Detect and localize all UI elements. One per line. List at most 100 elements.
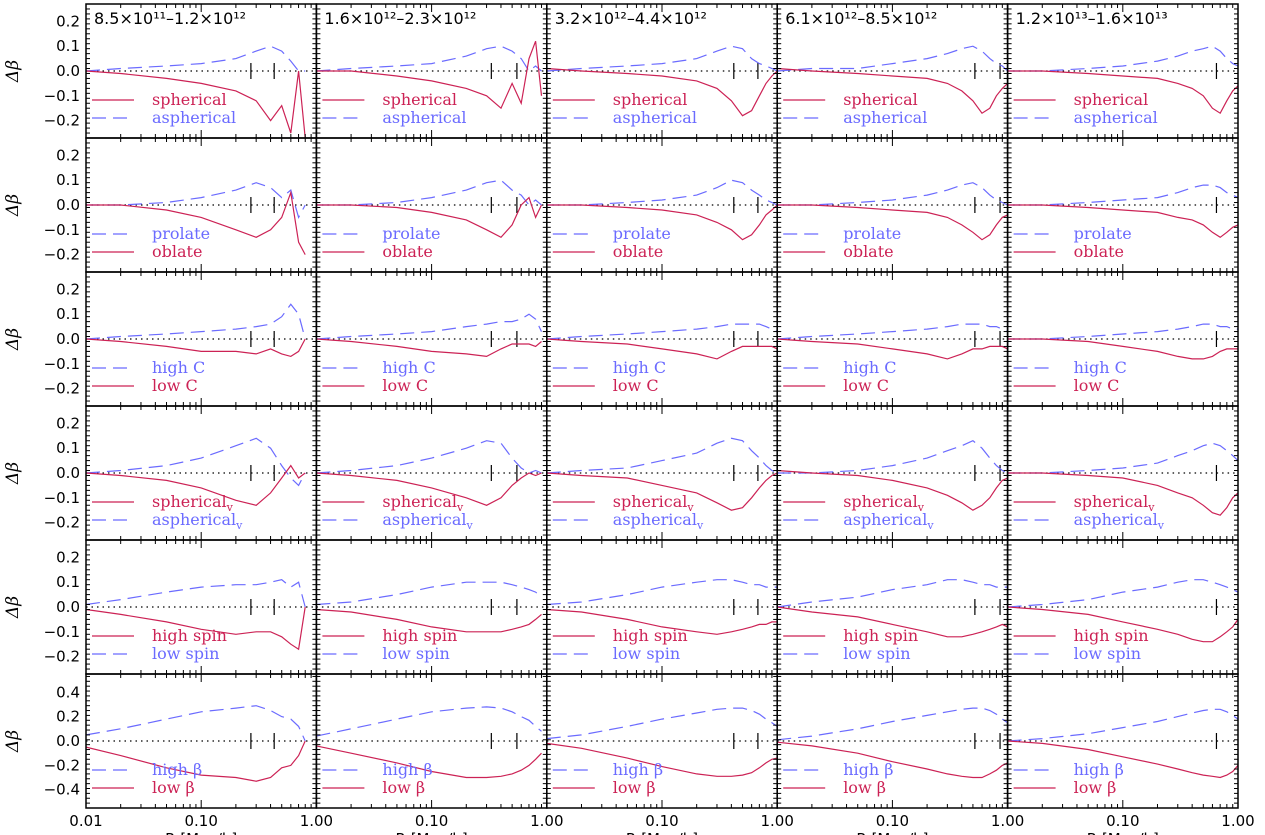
series-dashed-line [546,579,778,606]
legend-label: high spin [382,626,457,645]
series-dashed-line [86,45,306,72]
legend-label: spherical [152,90,227,109]
y-tick-label: −0.1 [44,87,80,105]
legend-label-text: spherical [1074,90,1149,109]
series-dashed-line [546,437,778,474]
series-solid-line [316,472,542,506]
legend-label-text: oblate [843,242,893,261]
series-dashed-line [1007,442,1238,474]
series-solid-line [1007,740,1238,779]
x-axis-label: R [Mpc/h] [396,830,468,835]
series-dashed-line [316,440,542,474]
panel-title: 8.5×10¹¹–1.2×10¹² [94,9,246,28]
series-dashed-line [1007,708,1238,742]
legend-label: prolate [613,224,671,243]
legend-label-text: low C [843,376,889,395]
legend-label-text: high β [152,760,202,779]
legend-label: low C [843,376,889,395]
series-dashed-line [546,707,778,740]
legend-label-text: high C [843,358,896,377]
y-axis-label: Δβ [3,462,23,485]
legend-label-text: low β [382,778,425,797]
legend-label-text: prolate [382,224,440,243]
x-axis-label: R [Mpc/h] [1087,830,1159,835]
legend-label-subscript: v [917,501,925,514]
legend-label-text: high spin [843,626,918,645]
x-tick-label: 1.00 [530,812,563,830]
series-dashed-line [777,579,1008,608]
legend-label: aspherical [382,108,466,127]
legend-label-text: oblate [152,242,202,261]
series-solid-line [777,741,1008,779]
y-tick-label: 0.4 [56,683,80,701]
series-solid-line [316,608,542,633]
legend-label: low C [382,376,428,395]
legend-label: prolate [843,224,901,243]
legend-label-text: low spin [382,644,449,663]
legend-label: spherical [613,90,688,109]
legend-label: aspherical [152,108,236,127]
legend-label: low spin [843,644,910,663]
series-solid-line [1007,472,1238,516]
y-tick-label: −0.2 [44,380,80,398]
y-axis-label: Δβ [3,730,23,753]
legend-label-text: low spin [843,644,910,663]
y-tick-label: 0.0 [56,330,80,348]
panel-title: 1.6×10¹²–2.3×10¹² [324,9,476,28]
x-tick-label: 1.00 [991,812,1024,830]
series-solid-line [546,608,778,635]
legend-label-text: spherical [382,90,457,109]
legend-label-subscript: v [1147,501,1155,514]
legend-label: low spin [152,644,219,663]
legend-label-text: aspherical [1074,510,1158,529]
series-dashed-line [86,705,306,742]
series-solid-line [86,338,306,358]
series-solid-line [316,196,543,239]
y-axis-label: Δβ [3,60,23,83]
legend-label: asphericalv [1074,510,1165,532]
legend-label: low β [382,778,425,797]
legend-label: low C [1074,376,1120,395]
series-solid-line [316,40,543,110]
legend-label: low β [843,778,886,797]
y-tick-label: −0.1 [44,489,80,507]
series-dashed-line [86,303,306,340]
legend-label-text: low β [1074,778,1117,797]
series-solid-line [86,190,306,255]
y-tick-label: 0.1 [56,305,80,323]
legend-label: prolate [382,224,440,243]
legend-label: oblate [1074,242,1124,261]
series-dashed-line [316,313,543,340]
legend-label-text: spherical [382,492,457,511]
series-dashed-line [86,437,306,487]
legend-label-text: aspherical [382,510,466,529]
legend-label-text: spherical [613,492,688,511]
y-tick-label: −0.2 [44,112,80,130]
y-tick-label: 0.0 [56,732,80,750]
x-tick-label: 0.01 [69,812,102,830]
series-dashed-line [86,579,306,608]
legend-label: high β [843,760,893,779]
legend-label: sphericalv [843,492,925,514]
legend-label-text: high spin [382,626,457,645]
legend-label-text: spherical [843,492,918,511]
legend-label-text: high β [843,760,893,779]
legend-label-text: low β [152,778,195,797]
legend-label-text: prolate [152,224,210,243]
y-tick-label: 0.0 [56,196,80,214]
legend-label-text: oblate [1074,242,1124,261]
legend-label-text: low β [613,778,656,797]
